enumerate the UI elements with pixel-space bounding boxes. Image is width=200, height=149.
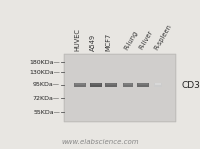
Bar [137, 83, 149, 87]
Text: HUVEC: HUVEC [74, 28, 80, 51]
Text: R-lung: R-lung [123, 30, 139, 51]
Bar [155, 83, 161, 85]
Text: 180KDa—: 180KDa— [29, 59, 60, 65]
Text: A549: A549 [90, 34, 96, 51]
Text: R-liver: R-liver [138, 30, 154, 51]
Bar [105, 83, 117, 87]
Bar [64, 54, 176, 122]
Bar [124, 83, 132, 85]
Bar [65, 55, 175, 121]
Text: CD34: CD34 [181, 80, 200, 90]
Text: 72KDa—: 72KDa— [33, 96, 60, 100]
Bar [123, 83, 133, 87]
Bar [74, 83, 86, 87]
Bar [154, 83, 162, 87]
Text: R-spleen: R-spleen [153, 23, 172, 51]
Text: www.elabscience.com: www.elabscience.com [61, 139, 139, 145]
Bar [90, 83, 102, 87]
Bar [91, 83, 101, 85]
Bar [106, 83, 116, 85]
Text: 130KDa—: 130KDa— [29, 69, 60, 74]
Bar [138, 83, 148, 85]
Text: MCF7: MCF7 [105, 33, 111, 51]
Text: 95KDa—: 95KDa— [33, 83, 60, 87]
Text: 55KDa—: 55KDa— [33, 110, 60, 114]
Bar [75, 83, 85, 85]
